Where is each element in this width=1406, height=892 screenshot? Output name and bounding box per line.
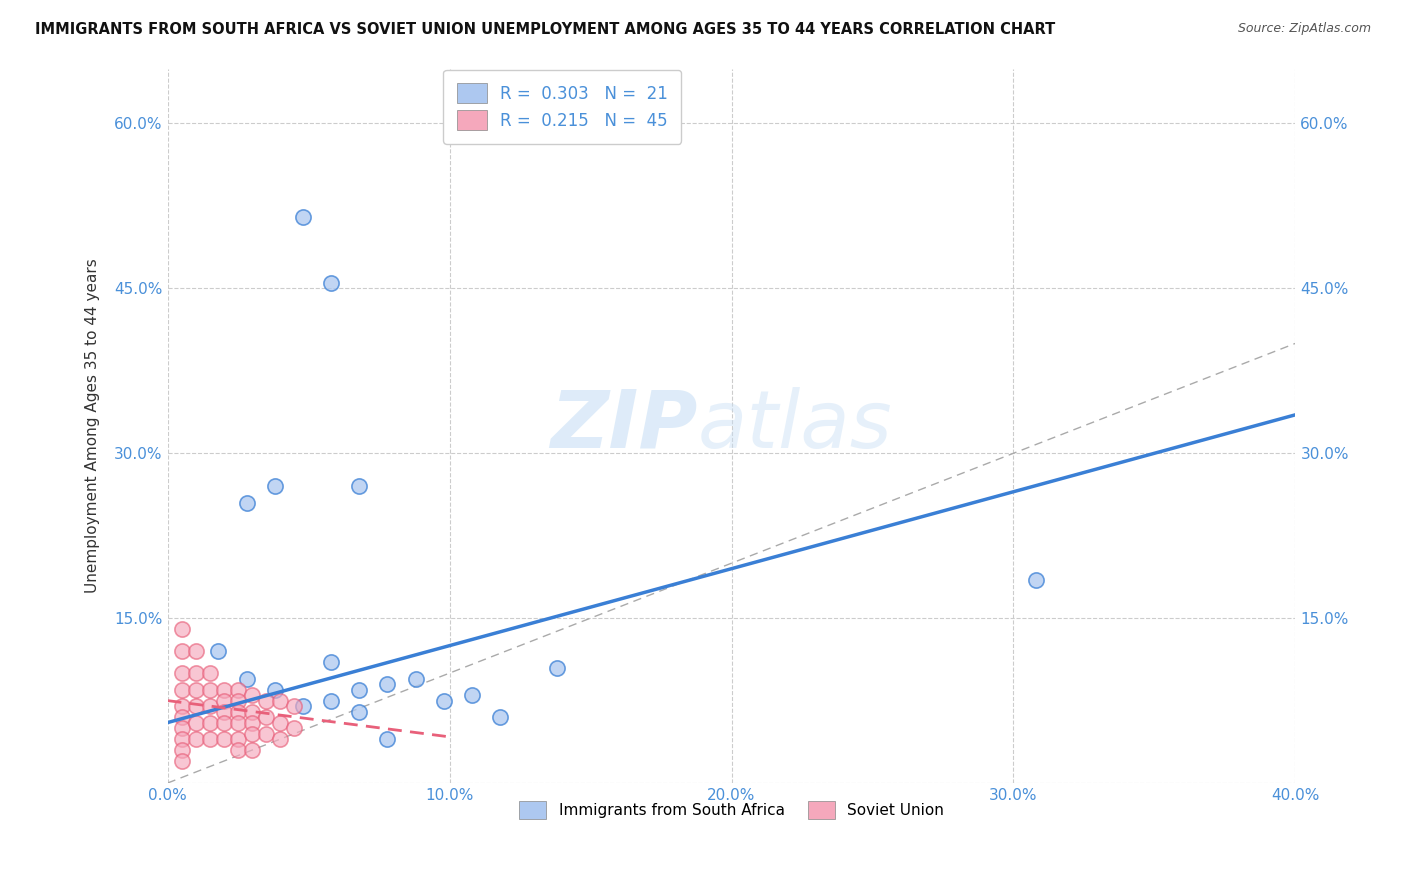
Point bbox=[269, 715, 291, 730]
Point bbox=[319, 655, 342, 669]
Point bbox=[254, 693, 277, 707]
Point bbox=[283, 721, 305, 735]
Point bbox=[319, 276, 342, 290]
Point bbox=[198, 732, 221, 747]
Point bbox=[170, 732, 193, 747]
Point bbox=[170, 622, 193, 636]
Point bbox=[170, 666, 193, 681]
Point bbox=[198, 715, 221, 730]
Point bbox=[198, 666, 221, 681]
Point bbox=[212, 732, 235, 747]
Point bbox=[349, 479, 371, 493]
Point bbox=[263, 479, 285, 493]
Point bbox=[226, 715, 249, 730]
Point bbox=[377, 732, 399, 747]
Point bbox=[170, 699, 193, 714]
Point bbox=[184, 666, 207, 681]
Point bbox=[349, 705, 371, 719]
Point bbox=[170, 710, 193, 724]
Point bbox=[198, 699, 221, 714]
Point bbox=[377, 677, 399, 691]
Point bbox=[226, 732, 249, 747]
Point bbox=[170, 721, 193, 735]
Point bbox=[212, 693, 235, 707]
Text: atlas: atlas bbox=[697, 387, 893, 465]
Point bbox=[226, 693, 249, 707]
Point bbox=[283, 699, 305, 714]
Point bbox=[235, 496, 257, 510]
Point bbox=[212, 715, 235, 730]
Point bbox=[212, 705, 235, 719]
Point bbox=[291, 699, 314, 714]
Point bbox=[184, 715, 207, 730]
Point bbox=[170, 644, 193, 658]
Point bbox=[184, 682, 207, 697]
Point bbox=[240, 743, 263, 757]
Point bbox=[235, 672, 257, 686]
Point bbox=[240, 726, 263, 740]
Point bbox=[489, 710, 512, 724]
Point bbox=[198, 682, 221, 697]
Point bbox=[263, 682, 285, 697]
Point bbox=[254, 726, 277, 740]
Point bbox=[461, 688, 484, 702]
Point bbox=[207, 644, 229, 658]
Point bbox=[269, 732, 291, 747]
Point bbox=[349, 682, 371, 697]
Point bbox=[226, 743, 249, 757]
Point bbox=[546, 660, 568, 674]
Point bbox=[212, 682, 235, 697]
Point bbox=[184, 644, 207, 658]
Text: Source: ZipAtlas.com: Source: ZipAtlas.com bbox=[1237, 22, 1371, 36]
Text: ZIP: ZIP bbox=[550, 387, 697, 465]
Point bbox=[170, 743, 193, 757]
Legend: Immigrants from South Africa, Soviet Union: Immigrants from South Africa, Soviet Uni… bbox=[513, 795, 950, 825]
Point bbox=[254, 710, 277, 724]
Y-axis label: Unemployment Among Ages 35 to 44 years: Unemployment Among Ages 35 to 44 years bbox=[86, 259, 100, 593]
Point bbox=[184, 732, 207, 747]
Point bbox=[405, 672, 427, 686]
Point bbox=[319, 693, 342, 707]
Point bbox=[226, 682, 249, 697]
Point bbox=[1025, 573, 1047, 587]
Point bbox=[291, 210, 314, 224]
Point bbox=[184, 699, 207, 714]
Point bbox=[170, 682, 193, 697]
Text: IMMIGRANTS FROM SOUTH AFRICA VS SOVIET UNION UNEMPLOYMENT AMONG AGES 35 TO 44 YE: IMMIGRANTS FROM SOUTH AFRICA VS SOVIET U… bbox=[35, 22, 1056, 37]
Point bbox=[269, 693, 291, 707]
Point bbox=[240, 715, 263, 730]
Point bbox=[170, 754, 193, 768]
Point bbox=[240, 705, 263, 719]
Point bbox=[240, 688, 263, 702]
Point bbox=[433, 693, 456, 707]
Point bbox=[226, 705, 249, 719]
